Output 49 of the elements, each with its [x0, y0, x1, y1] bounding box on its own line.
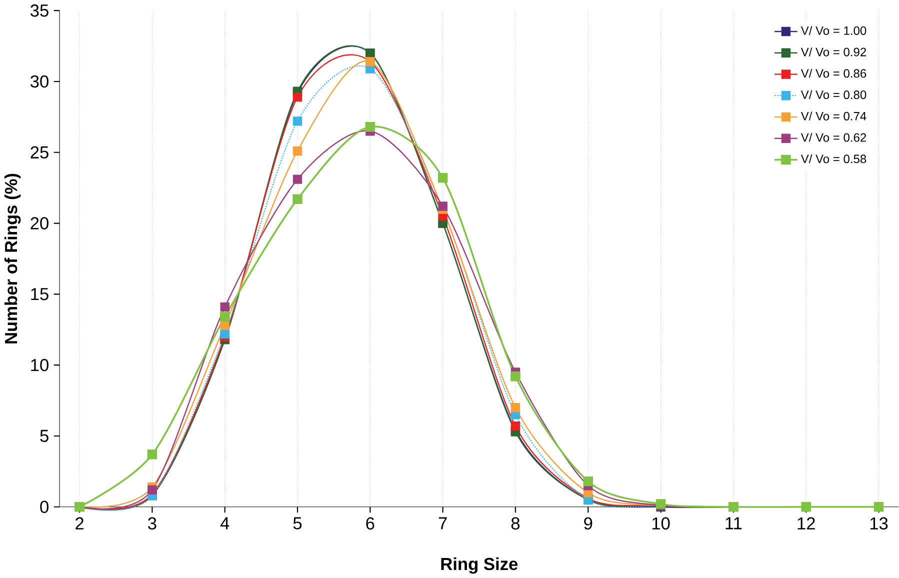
x-tick-label: 10: [652, 517, 670, 530]
y-tick-label: 30: [30, 75, 48, 88]
x-tick-label: 3: [148, 517, 156, 530]
x-tick-label: 5: [293, 517, 302, 530]
point: [510, 372, 520, 382]
x-axis-title: Ring Size: [441, 557, 518, 574]
x-tick-label: 7: [438, 517, 447, 530]
legend-label: V/ Vo = 1.00: [800, 26, 866, 35]
legend-label: V/ Vo = 0.86: [800, 68, 866, 78]
y-tick-label: 20: [30, 217, 48, 230]
point: [220, 312, 230, 322]
point: [220, 329, 230, 338]
point: [292, 194, 302, 204]
legend-label: V/ Vo = 0.58: [800, 154, 866, 164]
point: [292, 116, 302, 126]
point: [220, 302, 230, 312]
y-tick-label: 35: [30, 4, 48, 17]
x-tick-label: 8: [511, 517, 520, 530]
point: [148, 485, 157, 494]
y-tick-label: 10: [31, 358, 48, 372]
x-tick-label: 9: [584, 517, 592, 530]
point: [292, 92, 302, 102]
y-tick-label: 0: [40, 500, 48, 513]
point: [292, 174, 302, 184]
point: [147, 449, 158, 460]
point: [438, 202, 448, 211]
point: [583, 476, 593, 486]
legend-label: V/ Vo = 0.62: [800, 132, 866, 142]
point: [438, 172, 448, 183]
point: [874, 502, 884, 512]
legend-label: V/ Vo = 0.74: [800, 112, 866, 120]
x-tick-label: 13: [870, 517, 888, 530]
point: [801, 502, 811, 512]
legend-label: V/ Vo = 0.92: [800, 47, 866, 56]
x-tick-label: 12: [798, 517, 815, 530]
point: [220, 320, 230, 330]
y-tick-label: 15: [31, 288, 48, 300]
point: [365, 122, 376, 132]
point: [292, 146, 302, 156]
y-tick-label: 5: [40, 430, 48, 442]
point: [510, 421, 520, 431]
legend-label: V/ Vo = 0.80: [800, 90, 866, 100]
x-tick-label: 11: [726, 517, 742, 530]
x-tick-label: 6: [366, 517, 374, 530]
point: [510, 402, 520, 412]
x-tick-label: 2: [76, 517, 84, 530]
y-axis-title: Number of Rings (%): [4, 174, 21, 344]
x-tick-label: 4: [220, 517, 230, 530]
y-tick-label: 25: [30, 146, 48, 158]
